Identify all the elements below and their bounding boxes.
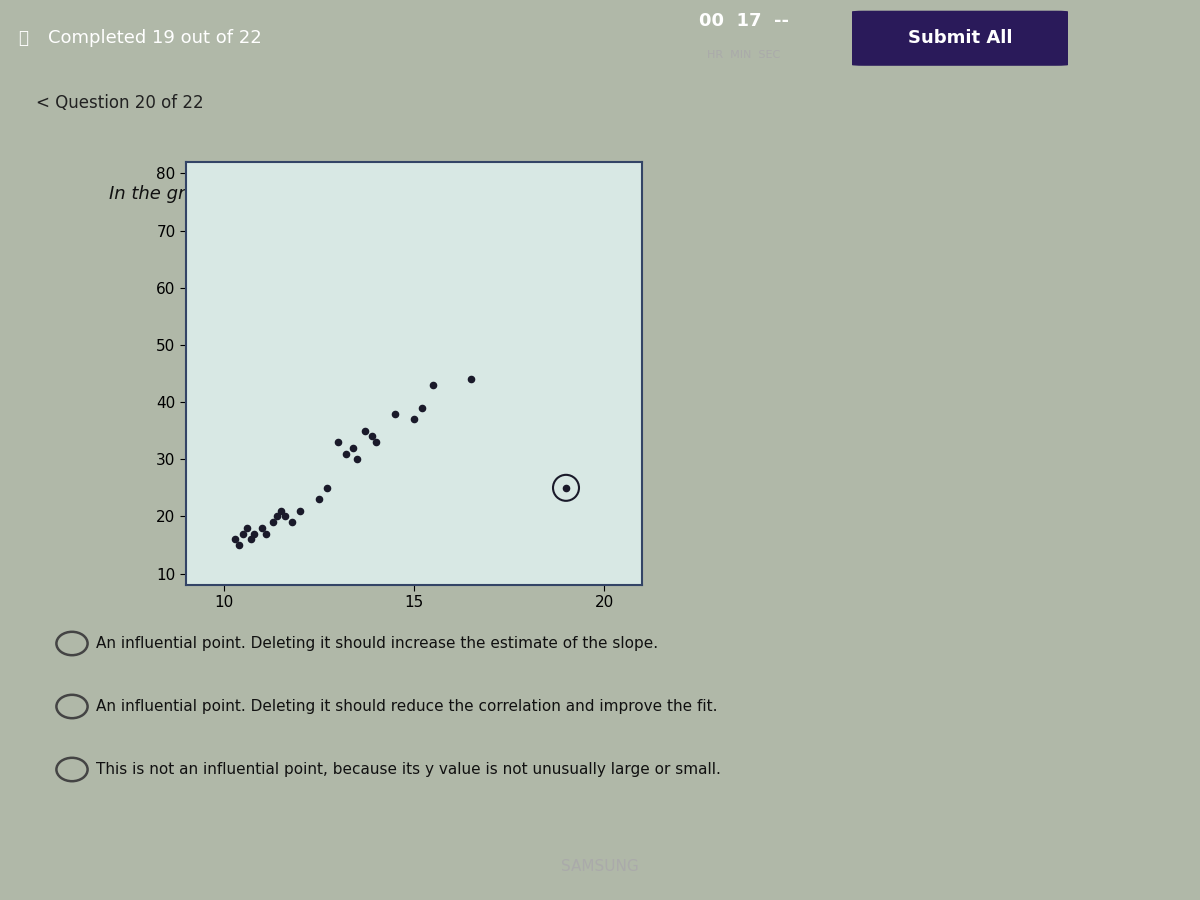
- Text: This is not an influential point, because its y value is not unusually large or : This is not an influential point, becaus…: [96, 762, 721, 777]
- Point: [310, 492, 329, 507]
- Text: Submit All: Submit All: [907, 29, 1013, 47]
- Point: [557, 481, 576, 495]
- Point: [241, 532, 260, 546]
- Text: ⓘ: ⓘ: [18, 29, 28, 47]
- Point: [343, 441, 362, 455]
- Point: [271, 503, 290, 517]
- Point: [336, 446, 355, 461]
- Text: HR  MIN  SEC: HR MIN SEC: [707, 50, 781, 60]
- Point: [245, 526, 264, 541]
- Point: [404, 412, 424, 427]
- Text: Completed 19 out of 22: Completed 19 out of 22: [48, 29, 262, 47]
- Point: [226, 532, 245, 546]
- Point: [362, 429, 382, 444]
- Point: [557, 481, 576, 495]
- Point: [461, 372, 480, 386]
- Point: [275, 509, 294, 524]
- Text: An influential point. Deleting it should increase the estimate of the slope.: An influential point. Deleting it should…: [96, 636, 658, 651]
- Point: [329, 435, 348, 449]
- Point: [268, 509, 287, 524]
- Point: [238, 520, 257, 535]
- Text: SAMSUNG: SAMSUNG: [562, 859, 638, 874]
- Point: [257, 526, 276, 541]
- Point: [366, 435, 385, 449]
- Text: < Question 20 of 22: < Question 20 of 22: [36, 94, 204, 112]
- Point: [252, 520, 271, 535]
- Point: [355, 424, 374, 438]
- FancyBboxPatch shape: [852, 11, 1068, 66]
- Point: [317, 481, 336, 495]
- Text: An influential point. Deleting it should reduce the correlation and improve the : An influential point. Deleting it should…: [96, 699, 718, 714]
- Point: [264, 515, 283, 529]
- Point: [385, 406, 404, 420]
- Text: In the graph, the circled point is:: In the graph, the circled point is:: [109, 184, 403, 202]
- Point: [348, 452, 367, 466]
- Point: [233, 526, 253, 541]
- Point: [290, 503, 310, 517]
- Point: [424, 378, 443, 392]
- Text: 00  17  --: 00 17 --: [698, 13, 790, 31]
- Point: [229, 538, 248, 553]
- Point: [412, 400, 431, 415]
- Point: [283, 515, 302, 529]
